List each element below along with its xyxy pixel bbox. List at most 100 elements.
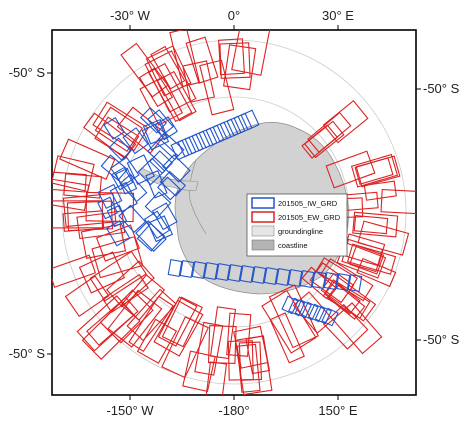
ew-footprint: [52, 155, 95, 193]
legend-swatch-ew: [251, 211, 275, 223]
ew-footprint: [85, 191, 135, 223]
ew-footprint: [315, 257, 359, 293]
iw-footprint: [212, 121, 232, 143]
ew-footprint: [89, 250, 147, 302]
ew-footprint: [63, 173, 103, 199]
iw-footprint: [233, 112, 253, 134]
iw-footprint: [321, 307, 339, 327]
iw-footprint: [122, 127, 149, 155]
ew-footprint: [107, 289, 163, 348]
iw-footprint: [159, 170, 186, 197]
ew-footprint: [86, 296, 139, 346]
ew-footprint: [76, 295, 135, 352]
iw-footprint: [191, 261, 207, 279]
iw-footprint: [109, 181, 138, 213]
iw-footprint: [146, 109, 174, 137]
iw-footprint: [251, 266, 267, 284]
ew-footprint: [52, 200, 103, 229]
iw-footprint: [110, 166, 134, 191]
iw-footprint: [106, 220, 131, 247]
iw-footprint: [294, 299, 312, 319]
iw-footprint: [137, 157, 166, 186]
legend-label-iw: 201505_IW_GRD: [278, 199, 338, 208]
iw-footprint: [100, 154, 129, 181]
ew-footprint: [349, 244, 385, 275]
iw-footprint: [151, 202, 178, 231]
ew-footprint: [199, 59, 235, 116]
iw-footprint: [299, 270, 315, 288]
tick-label-top: -30° W: [110, 8, 151, 23]
ew-footprint: [52, 177, 90, 211]
ew-footprint: [95, 224, 140, 262]
ew-footprint: [139, 76, 184, 126]
ew-footprint: [80, 223, 127, 259]
latitude-circle: [61, 39, 407, 385]
ew-footprint: [101, 273, 149, 314]
ew-footprint: [120, 274, 166, 321]
ice-shelf-edge: [189, 159, 207, 235]
iw-footprint: [145, 170, 168, 199]
iw-footprint: [308, 303, 326, 323]
iw-footprint: [323, 272, 339, 290]
iw-footprint: [203, 262, 219, 280]
iw-footprint: [119, 173, 148, 203]
iw-footprint: [335, 273, 351, 291]
iw-footprint: [240, 109, 260, 131]
iw-footprint: [142, 118, 168, 145]
ew-footprint: [185, 36, 219, 84]
ew-footprint: [218, 38, 245, 76]
iw-footprint: [177, 136, 197, 158]
iw-footprint: [239, 265, 255, 283]
ew-footprint: [64, 275, 110, 317]
iw-footprint: [103, 116, 126, 140]
tick-label-right: -50° S: [423, 81, 460, 96]
iw-footprint: [97, 196, 119, 220]
tick-label-left: -50° S: [9, 65, 46, 80]
iw-footprint: [155, 131, 185, 161]
iw-footprint: [347, 274, 363, 292]
iw-footprint: [215, 263, 231, 281]
ew-footprint: [52, 254, 97, 288]
ew-footprint: [327, 284, 366, 320]
iw-footprint: [288, 297, 306, 317]
tick-label-top: 30° E: [322, 8, 354, 23]
iw-footprint: [287, 269, 303, 287]
tick-label-right: -50° S: [423, 332, 460, 347]
ew-footprint: [301, 266, 337, 300]
ew-footprint: [346, 243, 397, 275]
iw-grd-footprints: [97, 106, 363, 327]
legend-label-ew: 201505_EW_GRD: [278, 213, 341, 222]
iw-footprint: [226, 115, 246, 137]
ew-footprint: [320, 272, 377, 322]
legend-label-groundingline: groundingline: [278, 227, 323, 236]
iw-footprint: [126, 154, 155, 185]
tick-label-left: -50° S: [9, 346, 46, 361]
ew-footprint: [59, 138, 116, 180]
iw-footprint: [184, 133, 204, 155]
iw-footprint: [198, 127, 218, 149]
iw-footprint: [179, 260, 195, 278]
ew-footprint: [307, 111, 352, 153]
tick-label-bottom: -150° W: [106, 403, 154, 418]
ew-footprint: [356, 257, 397, 288]
iw-footprint: [311, 271, 327, 289]
legend-swatch-groundingline: [251, 225, 275, 237]
iw-footprint: [106, 204, 128, 228]
iw-footprint: [263, 267, 279, 285]
ew-footprint: [92, 101, 149, 152]
map-legend: 201505_IW_GRD 201505_EW_GRD groundinglin…: [246, 193, 348, 257]
iw-footprint: [118, 204, 147, 233]
iw-footprint: [275, 268, 291, 286]
legend-label-coastline: coastline: [278, 241, 308, 250]
ew-footprint: [204, 361, 228, 395]
iw-footprint: [219, 118, 239, 140]
ew-footprint: [94, 116, 140, 159]
tick-label-top: 0°: [228, 8, 240, 23]
iw-footprint: [141, 121, 170, 151]
ew-footprint: [380, 189, 416, 215]
ew-footprint: [182, 350, 216, 393]
ew-footprint: [145, 45, 192, 97]
ew-footprint: [350, 153, 399, 188]
ew-footprint: [268, 284, 319, 349]
